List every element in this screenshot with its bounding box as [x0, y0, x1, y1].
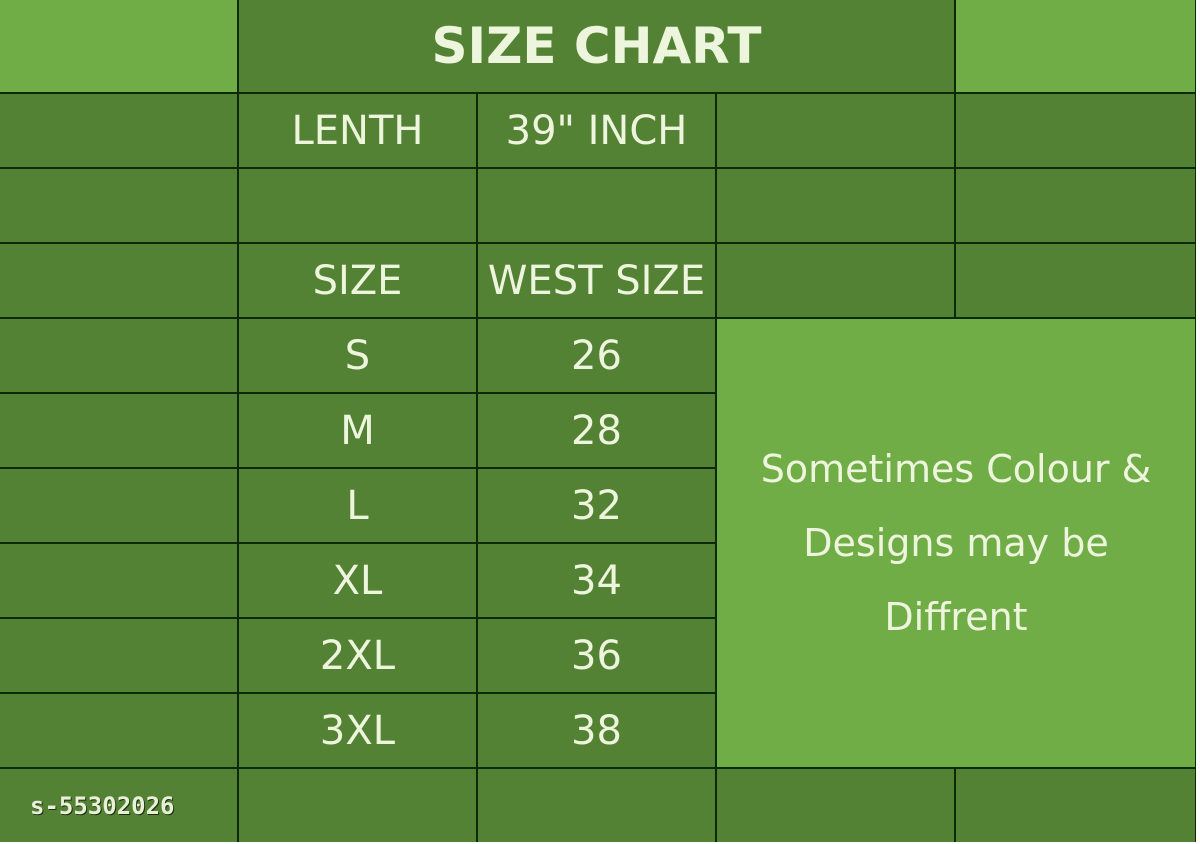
cell-blank: [239, 769, 476, 842]
length-label: LENTH: [239, 94, 476, 167]
size-cell: L: [239, 469, 476, 542]
cell-blank: [0, 319, 237, 392]
size-cell: M: [239, 394, 476, 467]
size-header: SIZE: [239, 244, 476, 317]
size-cell: XL: [239, 544, 476, 617]
chart-title: SIZE CHART: [239, 0, 954, 92]
cell-blank: [239, 169, 476, 242]
length-value: 39" INCH: [478, 94, 715, 167]
cell-blank: [0, 394, 237, 467]
cell-blank: [0, 94, 237, 167]
waist-cell: 38: [478, 694, 715, 767]
cell-blank: [0, 544, 237, 617]
cell-blank: [956, 0, 1195, 92]
cell-blank: [956, 169, 1195, 242]
watermark-id: s-55302026: [0, 769, 237, 842]
cell-blank: [717, 169, 954, 242]
cell-blank: [956, 769, 1195, 842]
waist-cell: 36: [478, 619, 715, 692]
disclaimer-note: Sometimes Colour & Designs may be Diffre…: [717, 319, 1195, 767]
cell-blank: [717, 769, 954, 842]
waist-cell: 34: [478, 544, 715, 617]
cell-blank: [478, 769, 715, 842]
cell-blank: [0, 169, 237, 242]
cell-blank: [0, 619, 237, 692]
cell-blank: [717, 94, 954, 167]
waist-header: WEST SIZE: [478, 244, 715, 317]
cell-blank: [956, 244, 1195, 317]
note-line: Diffrent: [884, 595, 1028, 639]
waist-cell: 32: [478, 469, 715, 542]
cell-blank: [478, 169, 715, 242]
size-cell: S: [239, 319, 476, 392]
size-cell: 2XL: [239, 619, 476, 692]
waist-cell: 28: [478, 394, 715, 467]
waist-cell: 26: [478, 319, 715, 392]
note-line: Sometimes Colour &: [760, 447, 1152, 491]
cell-blank: [0, 244, 237, 317]
cell-blank: [0, 694, 237, 767]
cell-blank: [0, 469, 237, 542]
cell-blank: [717, 244, 954, 317]
cell-blank: [0, 0, 237, 92]
size-cell: 3XL: [239, 694, 476, 767]
note-line: Designs may be: [803, 521, 1109, 565]
cell-blank: [956, 94, 1195, 167]
